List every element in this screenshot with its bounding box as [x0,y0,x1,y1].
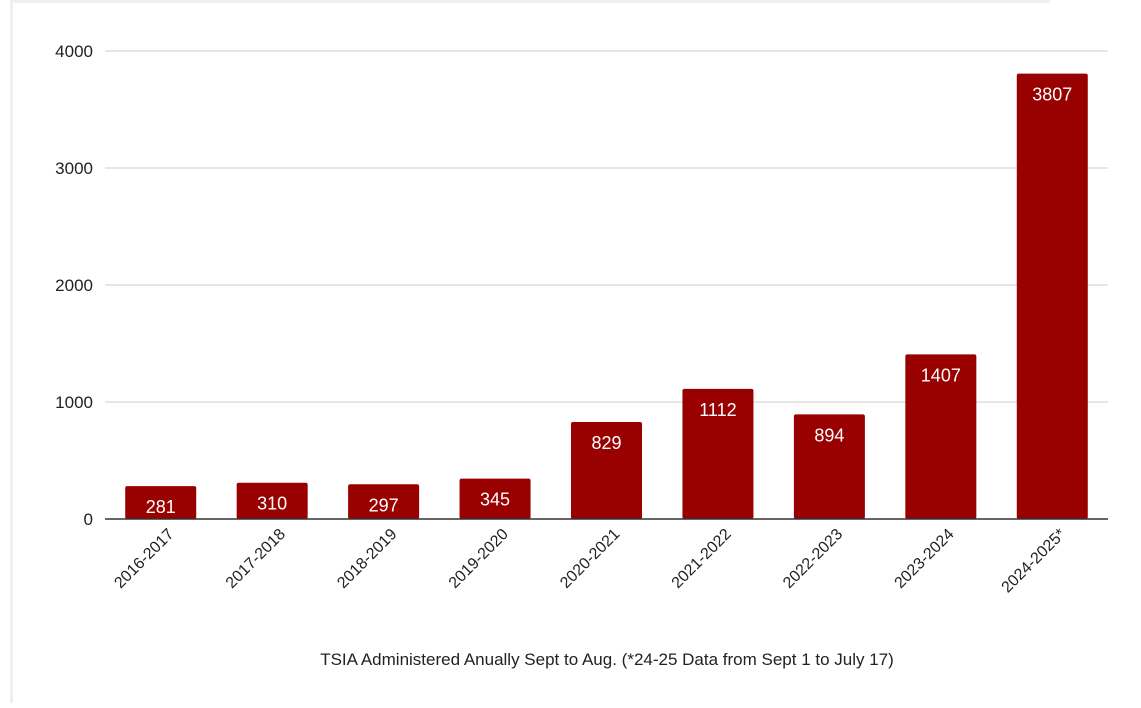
x-axis-title: TSIA Administered Anually Sept to Aug. (… [320,650,894,669]
x-tick-label: 2018-2019 [334,526,400,592]
x-tick-label: 2021-2022 [669,526,735,592]
bar-value-label: 281 [146,497,176,517]
bar-value-label: 345 [480,490,510,510]
y-tick-label: 4000 [55,42,93,61]
bar-2024-2025* [1016,73,1088,520]
bar-2016-2017 [125,486,197,519]
x-tick-label: 2020-2021 [557,526,623,592]
y-tick-label: 1000 [55,393,93,412]
bar-value-label: 310 [257,494,287,514]
x-tick-label: 2017-2018 [223,526,289,592]
bar-value-label: 1407 [921,365,961,385]
x-tick-label: 2022-2023 [780,526,846,592]
x-tick-label: 2019-2020 [446,526,512,592]
bar-2020-2021 [571,422,642,519]
x-tick-label: 2023-2024 [892,526,958,592]
x-axis-tick-labels: 2016-2017 2017-2018 2018-2019 2019-2020 2020… [111,526,1069,597]
bar-value-label: 1112 [699,400,736,420]
y-tick-label: 2000 [55,276,93,295]
x-tick-label: 2024-2025* [999,526,1070,597]
bar-2019-2020 [459,478,531,519]
y-axis-tick-labels: 0 1000 2000 3000 4000 [55,42,93,529]
bar-2021-2022 [682,388,754,519]
card-top-edge [10,0,1050,3]
bars [105,73,1108,520]
bar-2023-2024 [905,354,977,519]
bar-value-label: 297 [369,495,399,515]
bar-value-label: 894 [814,425,844,445]
bar-value-label: 829 [591,433,621,453]
y-tick-label: 3000 [55,159,93,178]
data-labels: 281 310 297 345 829 1112 894 1407 3807 [146,85,1073,517]
x-tick-label: 2016-2017 [111,526,177,592]
bar-2017-2018 [236,482,308,519]
bar-2018-2019 [348,484,420,519]
grid-lines [105,50,1108,403]
card-left-edge [10,0,13,703]
bar-2022-2023 [793,414,865,519]
bar-value-label: 3807 [1032,85,1072,105]
y-tick-label: 0 [84,510,93,529]
